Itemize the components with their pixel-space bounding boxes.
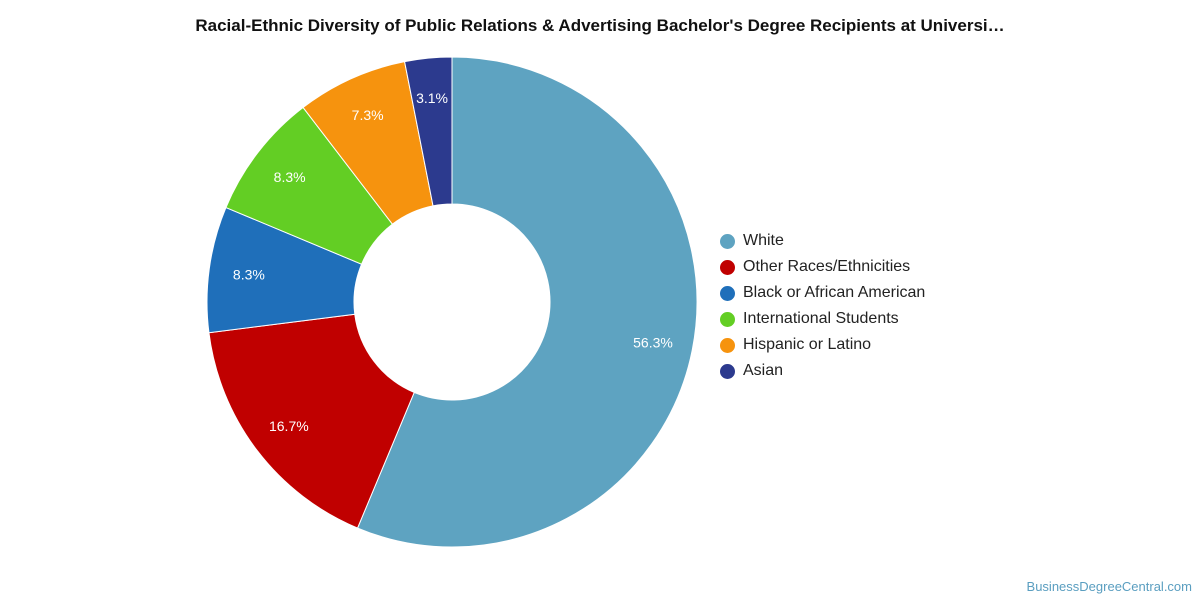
slice-data-label: 3.1%	[416, 90, 448, 106]
slice-data-label: 8.3%	[233, 266, 265, 282]
legend-label: Hispanic or Latino	[743, 336, 872, 353]
legend-item[interactable]: Asian	[720, 358, 925, 384]
legend-item[interactable]: White	[720, 228, 925, 254]
legend-swatch	[720, 311, 735, 327]
pie-slice-asian[interactable]	[403, 56, 453, 207]
legend: White Other Races/Ethnicities Black or Afr…	[720, 228, 925, 384]
slice-data-label: 8.3%	[274, 169, 306, 185]
legend-label: Asian	[743, 362, 784, 379]
slice-data-label: 7.3%	[352, 107, 384, 123]
slice-data-label: 56.3%	[633, 334, 673, 350]
legend-item[interactable]: International Students	[720, 306, 925, 332]
source-credit[interactable]: BusinessDegreeCentral.com	[1026, 579, 1192, 594]
legend-label: Black or African American	[743, 284, 926, 301]
legend-label: International Students	[743, 310, 899, 327]
pie-slice-other-races-ethnicities[interactable]	[208, 313, 415, 529]
legend-label: Other Races/Ethnicities	[743, 258, 911, 275]
legend-item[interactable]: Other Races/Ethnicities	[720, 254, 925, 280]
slice-data-label: 16.7%	[269, 418, 309, 434]
legend-item[interactable]: Black or African American	[720, 280, 925, 306]
legend-swatch	[720, 363, 735, 379]
legend-item[interactable]: Hispanic or Latino	[720, 332, 925, 358]
chart-title: Racial-Ethnic Diversity of Public Relati…	[195, 16, 1005, 35]
legend-swatch	[720, 233, 735, 249]
legend-swatch	[720, 285, 735, 301]
pie-slice-white[interactable]	[356, 56, 698, 548]
legend-swatch	[720, 337, 735, 353]
legend-label: White	[743, 232, 784, 249]
legend-swatch	[720, 259, 735, 275]
